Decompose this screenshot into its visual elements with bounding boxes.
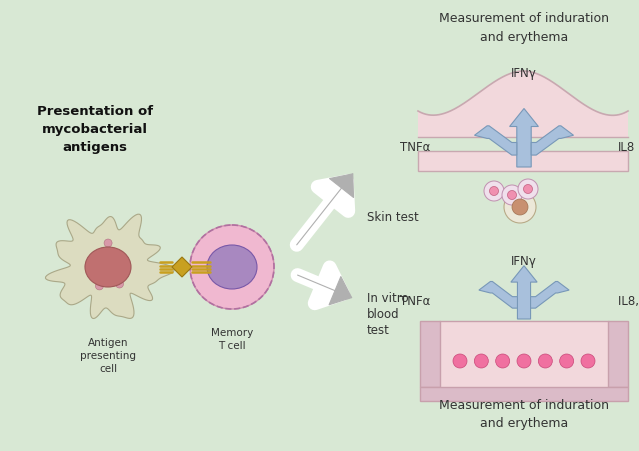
- Circle shape: [484, 182, 504, 202]
- Text: Antigen
presenting
cell: Antigen presenting cell: [80, 337, 136, 373]
- Circle shape: [453, 354, 467, 368]
- Text: Presentation of
mycobacterial
antigens: Presentation of mycobacterial antigens: [37, 105, 153, 154]
- Circle shape: [85, 263, 93, 271]
- Circle shape: [581, 354, 595, 368]
- Circle shape: [517, 354, 531, 368]
- Circle shape: [504, 192, 536, 224]
- Text: IL8, etc: IL8, etc: [618, 295, 639, 308]
- Circle shape: [523, 185, 532, 194]
- Text: Memory
T cell: Memory T cell: [211, 327, 253, 350]
- Circle shape: [105, 277, 114, 285]
- Polygon shape: [511, 266, 537, 319]
- Circle shape: [512, 199, 528, 216]
- Circle shape: [115, 262, 123, 270]
- Polygon shape: [479, 282, 518, 308]
- Text: In vitro
blood
test: In vitro blood test: [367, 291, 408, 336]
- Polygon shape: [420, 387, 628, 401]
- Circle shape: [518, 179, 538, 199]
- Circle shape: [89, 263, 97, 272]
- Text: TNFα: TNFα: [399, 141, 430, 154]
- Circle shape: [95, 282, 104, 290]
- Polygon shape: [475, 127, 517, 156]
- Circle shape: [502, 186, 522, 206]
- Text: Skin test: Skin test: [367, 211, 419, 224]
- Circle shape: [116, 281, 123, 288]
- Polygon shape: [509, 109, 539, 168]
- Text: IFNγ: IFNγ: [511, 254, 537, 267]
- Text: IFNγ: IFNγ: [511, 67, 537, 80]
- Circle shape: [538, 354, 552, 368]
- Text: Measurement of induration
and erythema: Measurement of induration and erythema: [439, 399, 609, 429]
- Circle shape: [86, 261, 94, 269]
- Text: TNFα: TNFα: [399, 295, 430, 308]
- Polygon shape: [420, 321, 440, 387]
- Circle shape: [96, 262, 104, 270]
- Circle shape: [87, 266, 95, 274]
- Polygon shape: [608, 321, 628, 387]
- Polygon shape: [418, 152, 628, 172]
- Circle shape: [489, 187, 498, 196]
- Circle shape: [560, 354, 574, 368]
- Text: IL8: IL8: [618, 141, 635, 154]
- Polygon shape: [418, 72, 628, 138]
- Circle shape: [474, 354, 488, 368]
- Circle shape: [190, 226, 274, 309]
- Polygon shape: [531, 127, 573, 156]
- Polygon shape: [45, 215, 174, 319]
- Circle shape: [100, 276, 108, 284]
- Polygon shape: [440, 321, 608, 387]
- Circle shape: [104, 239, 112, 248]
- Circle shape: [496, 354, 510, 368]
- Polygon shape: [172, 258, 192, 277]
- Polygon shape: [530, 282, 569, 308]
- Circle shape: [507, 191, 516, 200]
- Ellipse shape: [207, 245, 257, 290]
- Text: Measurement of induration
and erythema: Measurement of induration and erythema: [439, 13, 609, 43]
- Ellipse shape: [85, 248, 131, 287]
